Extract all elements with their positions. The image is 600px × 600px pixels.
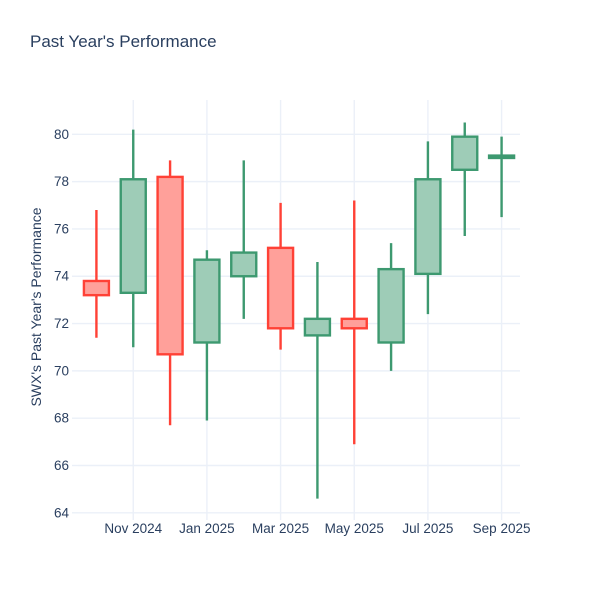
y-tick-label: 80	[54, 127, 69, 142]
candlestick[interactable]	[377, 243, 405, 371]
candlestick[interactable]	[230, 160, 258, 319]
candle-body	[487, 154, 516, 160]
y-tick-label: 70	[54, 363, 69, 378]
candlestick[interactable]	[303, 262, 332, 499]
candlestick[interactable]	[487, 136, 516, 218]
candle-body	[414, 178, 442, 276]
candlestick[interactable]	[156, 160, 184, 426]
y-tick-label: 72	[54, 316, 69, 331]
candle-body	[119, 178, 147, 295]
candlestick[interactable]	[451, 122, 479, 237]
y-axis-title: SWX's Past Year's Performance	[28, 207, 44, 407]
candlestick[interactable]	[340, 200, 368, 445]
candle-body	[377, 267, 405, 344]
candle-body	[193, 258, 221, 344]
candlestick[interactable]	[82, 210, 111, 338]
candle-body	[303, 317, 332, 337]
candle-body	[451, 135, 479, 171]
x-tick-label: Jul 2025	[402, 521, 453, 536]
y-tick-label: 64	[54, 505, 70, 520]
chart-title: Past Year's Performance	[30, 32, 217, 51]
candle-body	[230, 251, 258, 278]
candle-body	[82, 279, 111, 297]
x-tick-label: Sep 2025	[473, 521, 531, 536]
y-tick-label: 66	[54, 458, 69, 473]
x-tick-label: Mar 2025	[252, 521, 309, 536]
x-tick-label: Nov 2024	[104, 521, 162, 536]
candlestick[interactable]	[193, 250, 221, 421]
y-tick-label: 76	[54, 221, 69, 236]
candlestick[interactable]	[266, 202, 295, 350]
candle-body	[340, 317, 368, 330]
x-tick-label: Jan 2025	[179, 521, 235, 536]
y-tick-label: 74	[54, 269, 70, 284]
y-tick-label: 68	[54, 411, 69, 426]
candlestick[interactable]	[119, 129, 147, 348]
candle-body	[156, 175, 184, 356]
y-tick-label: 78	[54, 174, 69, 189]
x-tick-label: May 2025	[325, 521, 384, 536]
candle-body	[266, 246, 295, 330]
candlestick[interactable]	[414, 141, 442, 315]
